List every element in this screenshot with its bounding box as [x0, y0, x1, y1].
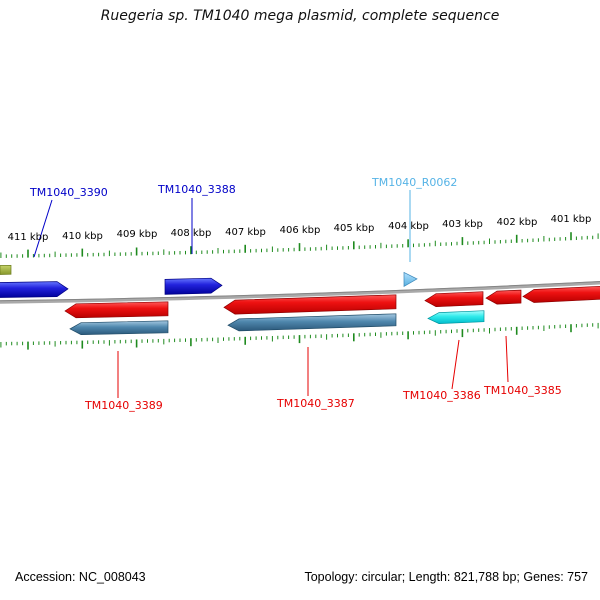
ruler-label: 404 kbp [388, 221, 429, 232]
topology-text: Topology: circular; Length: 821,788 bp; … [304, 570, 588, 584]
gene-arrow-TM1040_R0062[interactable] [403, 271, 418, 288]
gene-arrow-TM1040_3387[interactable] [223, 294, 397, 315]
ruler-label: 401 kbp [551, 214, 592, 225]
gene-label-bottom[interactable]: TM1040_3389 [84, 399, 163, 412]
gene-label-bottom[interactable]: TM1040_3385 [483, 384, 562, 397]
ruler-label: 405 kbp [334, 223, 375, 234]
gene-arrow-TM1040_3386-cds[interactable] [427, 310, 485, 324]
gene-label-top[interactable]: TM1040_3388 [157, 183, 236, 196]
gene-arrow-TM1040_3386[interactable] [424, 291, 484, 308]
gene-label-top[interactable]: TM1040_3390 [29, 186, 108, 199]
ruler-label: 403 kbp [442, 219, 483, 230]
leader-line [33, 199, 53, 258]
gene-labels: TM1040_3390 TM1040_3388 TM1040_R0062 TM1… [29, 176, 562, 412]
leader-line [451, 339, 460, 390]
ruler-label: 402 kbp [497, 217, 538, 228]
gene-arrow-TM1040_3389[interactable] [64, 301, 169, 319]
accession-text: Accession: NC_008043 [15, 570, 146, 584]
gene-arrow-TM1040_3388[interactable] [164, 277, 223, 295]
gene-arrow-TM1040_3385[interactable] [485, 289, 522, 305]
gene-arrow-TM1040_3387-cds[interactable] [227, 313, 397, 332]
sequence-title: Ruegeria sp. TM1040 mega plasmid, comple… [100, 8, 500, 24]
leader-line [505, 335, 509, 383]
sequence-axis-edge [0, 281, 600, 302]
gene-arrow-partial-left[interactable] [0, 264, 12, 275]
gene-label-top[interactable]: TM1040_R0062 [371, 176, 457, 189]
ruler-label: 408 kbp [171, 228, 212, 239]
gene-arrow-TM1040_3389-cds[interactable] [69, 320, 169, 336]
sequence-axis [0, 281, 600, 304]
gene-label-bottom[interactable]: TM1040_3386 [402, 389, 481, 402]
ruler-label: 407 kbp [225, 227, 266, 238]
gene-arrow-TM1040_3390[interactable] [0, 281, 69, 298]
ruler-label: 411 kbp [8, 232, 49, 243]
ruler: 411 kbp 410 kbp 409 kbp 408 kbp 407 kbp … [8, 214, 592, 243]
gene-label-bottom[interactable]: TM1040_3387 [276, 397, 355, 410]
ruler-label: 410 kbp [62, 231, 103, 242]
status-bar: Accession: NC_008043 Topology: circular;… [0, 570, 600, 584]
gene-arrow-partial-right[interactable] [522, 285, 600, 303]
ruler-label: 406 kbp [280, 225, 321, 236]
ruler-label: 409 kbp [117, 229, 158, 240]
